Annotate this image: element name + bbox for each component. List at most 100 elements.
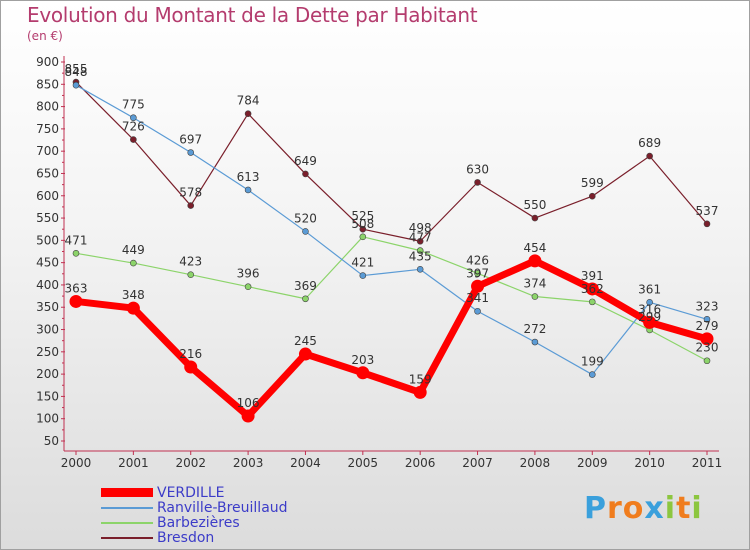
data-label: 397 — [466, 266, 489, 280]
data-label: 272 — [523, 322, 546, 336]
data-point — [187, 149, 195, 156]
data-label: 550 — [523, 198, 546, 212]
data-point — [184, 360, 198, 374]
data-label: 216 — [179, 347, 202, 361]
data-label: 374 — [523, 277, 546, 291]
data-label: 391 — [581, 269, 604, 283]
x-tick-label: 2010 — [634, 456, 665, 470]
y-tick-label: 100 — [36, 412, 59, 426]
data-label: 159 — [409, 372, 432, 386]
data-point — [474, 270, 481, 277]
legend-swatch — [101, 521, 153, 524]
data-label: 784 — [237, 94, 260, 108]
y-tick-label: 50 — [44, 434, 59, 448]
x-tick-label: 2005 — [348, 456, 379, 470]
data-point — [700, 332, 714, 346]
x-tick-label: 2007 — [462, 456, 493, 470]
data-label: 230 — [696, 341, 719, 355]
data-point — [588, 371, 596, 378]
logo-letter: P — [584, 491, 607, 526]
data-point — [302, 295, 309, 303]
data-point — [72, 249, 80, 257]
y-tick-label: 500 — [36, 233, 59, 247]
data-point — [72, 81, 80, 89]
data-label: 426 — [466, 253, 489, 267]
data-label: 449 — [122, 243, 145, 257]
data-label: 245 — [294, 334, 317, 348]
data-label: 508 — [351, 217, 374, 231]
series-line-Barbezières — [75, 236, 708, 362]
data-label: 106 — [237, 396, 260, 410]
y-tick-label: 300 — [36, 323, 59, 337]
data-point — [416, 237, 424, 245]
data-label: 630 — [466, 162, 489, 176]
series-line-Bresdon — [75, 81, 708, 242]
logo-letter: x — [644, 491, 665, 526]
data-label: 279 — [696, 319, 719, 333]
data-point — [69, 294, 83, 308]
data-label: 363 — [65, 281, 88, 295]
legend-item: Ranville-Breuillaud — [101, 500, 288, 516]
data-point — [531, 293, 539, 300]
x-tick-label: 2002 — [175, 456, 206, 470]
y-tick-label: 250 — [36, 345, 59, 359]
y-tick-label: 700 — [36, 144, 59, 158]
series-line-Ranville-Breuillaud — [75, 84, 708, 376]
data-label: 697 — [179, 133, 202, 147]
data-label: 316 — [638, 302, 661, 316]
legend-label: Barbezières — [157, 514, 240, 531]
data-point — [130, 114, 137, 122]
data-point — [244, 186, 252, 194]
x-tick-label: 2008 — [520, 456, 551, 470]
data-label: 578 — [179, 186, 202, 200]
x-tick-label: 2000 — [61, 456, 92, 470]
data-point — [244, 283, 252, 291]
data-label: 421 — [351, 256, 374, 270]
data-label: 477 — [409, 231, 432, 245]
y-tick-label: 600 — [36, 189, 59, 203]
y-tick-label: 450 — [36, 256, 59, 270]
data-point — [531, 338, 539, 346]
data-point — [241, 409, 255, 423]
legend-swatch — [101, 488, 153, 497]
proxiti-logo: Proxiti — [584, 491, 703, 526]
data-point — [588, 298, 596, 306]
data-point — [187, 202, 195, 209]
y-tick-label: 550 — [36, 211, 59, 225]
legend-label: VERDILLE — [157, 484, 225, 501]
chart-legend: VERDILLE Ranville-Breuillaud Barbezières Br… — [101, 484, 288, 546]
data-label: 525 — [351, 209, 374, 223]
x-tick-label: 2011 — [692, 456, 723, 470]
data-point — [585, 282, 599, 296]
data-point — [359, 272, 367, 279]
y-tick-label: 650 — [36, 166, 59, 180]
data-label: 361 — [638, 282, 661, 296]
legend-swatch — [101, 506, 153, 509]
chart-subtitle: (en €) — [27, 29, 63, 43]
data-label: 775 — [122, 98, 145, 112]
data-point — [416, 247, 424, 254]
data-label: 362 — [581, 282, 604, 296]
logo-letter: r — [607, 491, 623, 526]
logo-letter: i — [691, 491, 703, 526]
data-point — [302, 228, 309, 235]
logo-letter: i — [664, 491, 677, 526]
data-point — [471, 279, 485, 293]
x-tick-label: 2001 — [118, 456, 149, 470]
y-tick-label: 750 — [36, 122, 59, 136]
logo-letter: o — [622, 491, 645, 526]
legend-label: Bresdon — [157, 529, 215, 546]
x-tick-label: 2003 — [233, 456, 264, 470]
data-point — [646, 152, 653, 160]
x-tick-label: 2006 — [405, 456, 436, 470]
data-label: 520 — [294, 211, 317, 225]
data-label: 498 — [409, 221, 432, 235]
data-label: 537 — [696, 204, 719, 218]
data-label: 855 — [65, 62, 88, 76]
data-label: 323 — [696, 299, 719, 313]
data-label: 848 — [65, 65, 88, 79]
data-point — [302, 170, 309, 178]
data-point — [703, 357, 711, 365]
legend-item: Barbezières — [101, 514, 288, 531]
